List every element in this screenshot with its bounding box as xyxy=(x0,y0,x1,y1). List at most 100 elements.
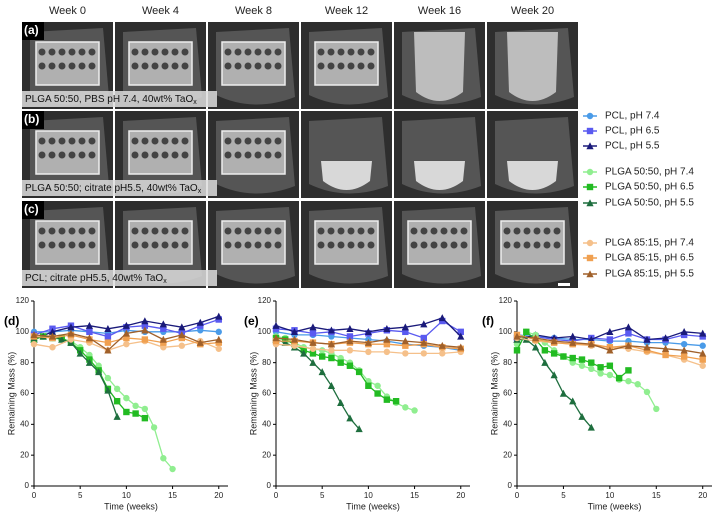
ct-pore xyxy=(88,241,96,249)
data-point xyxy=(550,350,558,357)
data-point xyxy=(346,347,354,354)
data-point xyxy=(392,398,400,405)
ct-scaffold xyxy=(35,130,100,175)
series-line xyxy=(33,335,174,470)
ct-pore xyxy=(440,227,448,235)
data-point xyxy=(67,329,75,337)
data-point xyxy=(680,328,688,336)
data-point xyxy=(401,323,409,331)
ct-pore xyxy=(254,151,262,159)
ct-pore xyxy=(347,227,355,235)
panel-label: (b) xyxy=(24,112,39,126)
data-point xyxy=(513,332,521,340)
data-point xyxy=(113,385,121,393)
data-point xyxy=(457,343,465,351)
y-tick-label: 80 xyxy=(20,358,29,367)
data-point xyxy=(104,339,112,346)
ct-pore xyxy=(430,241,438,249)
ct-scaffold xyxy=(128,220,193,265)
caption-subscript: x xyxy=(193,99,197,106)
ct-pore xyxy=(151,241,159,249)
data-point xyxy=(457,328,464,336)
ct-pore xyxy=(317,241,325,249)
panel-label: (e) xyxy=(244,314,259,328)
y-tick-label: 0 xyxy=(267,481,272,490)
x-tick-label: 20 xyxy=(698,491,707,500)
data-point xyxy=(624,341,633,349)
legend-label: PLGA 50:50, pH 7.4 xyxy=(605,167,694,178)
data-point xyxy=(569,338,577,346)
data-point xyxy=(122,321,130,329)
data-point xyxy=(401,337,409,345)
ct-pore xyxy=(254,137,262,145)
data-point xyxy=(411,407,418,414)
panel-label: (f) xyxy=(482,314,494,328)
ct-pore xyxy=(141,137,149,145)
ct-pore xyxy=(224,137,232,145)
ct-pore xyxy=(317,62,325,70)
ct-pore xyxy=(151,227,159,235)
data-point xyxy=(588,365,595,373)
ct-pore xyxy=(171,62,179,70)
x-tick-label: 0 xyxy=(274,491,279,500)
ct-pore xyxy=(450,227,458,235)
y-tick-label: 20 xyxy=(20,450,29,459)
ct-pore xyxy=(131,137,139,145)
ct-pore xyxy=(141,48,149,56)
data-point xyxy=(86,328,93,336)
ct-pore xyxy=(141,227,149,235)
data-point xyxy=(606,336,614,343)
data-point xyxy=(132,402,139,410)
ct-pore xyxy=(274,241,282,249)
data-point xyxy=(402,350,409,357)
ct-pore xyxy=(460,241,468,249)
ct-pore xyxy=(553,227,561,235)
data-point xyxy=(85,358,94,366)
ct-pore xyxy=(78,62,86,70)
legend-label: PLGA 50:50, pH 6.5 xyxy=(605,182,694,193)
ct-scaffold xyxy=(35,220,100,265)
data-point xyxy=(346,333,354,340)
data-point xyxy=(383,324,391,332)
legend-marker xyxy=(586,183,594,191)
data-point xyxy=(123,340,130,348)
ct-pore xyxy=(78,48,86,56)
data-point xyxy=(160,455,167,462)
x-axis-label: Time (weeks) xyxy=(104,501,158,511)
data-point xyxy=(383,348,391,356)
y-tick-label: 0 xyxy=(25,481,30,490)
x-axis-label: Time (weeks) xyxy=(588,501,642,511)
ct-pore xyxy=(141,241,149,249)
ct-pore xyxy=(264,137,272,145)
ct-pore xyxy=(58,137,66,145)
data-point xyxy=(680,353,688,360)
ct-pore xyxy=(274,151,282,159)
data-point xyxy=(661,344,670,352)
ct-pore xyxy=(181,62,189,70)
ct-pore xyxy=(48,227,56,235)
ct-pore xyxy=(68,62,76,70)
ct-pore xyxy=(38,151,46,159)
ct-pore xyxy=(234,62,242,70)
data-point xyxy=(364,338,372,346)
ct-residue xyxy=(414,32,465,101)
data-point xyxy=(215,328,222,336)
ct-pore xyxy=(88,227,96,235)
ct-pore xyxy=(264,241,272,249)
ct-pore xyxy=(58,48,66,56)
ct-pore xyxy=(38,48,46,56)
data-point xyxy=(328,347,335,354)
data-point xyxy=(215,335,223,343)
data-point xyxy=(141,326,149,334)
data-point xyxy=(420,338,428,346)
ct-pore xyxy=(347,48,355,56)
data-point xyxy=(196,338,204,346)
data-point xyxy=(300,349,308,357)
ct-pore xyxy=(48,48,56,56)
y-tick-label: 0 xyxy=(508,481,513,490)
ct-pore xyxy=(337,227,345,235)
data-point xyxy=(272,321,280,329)
legend-label: PCL, pH 7.4 xyxy=(605,111,660,122)
ct-pore xyxy=(533,241,541,249)
data-point xyxy=(85,334,94,342)
